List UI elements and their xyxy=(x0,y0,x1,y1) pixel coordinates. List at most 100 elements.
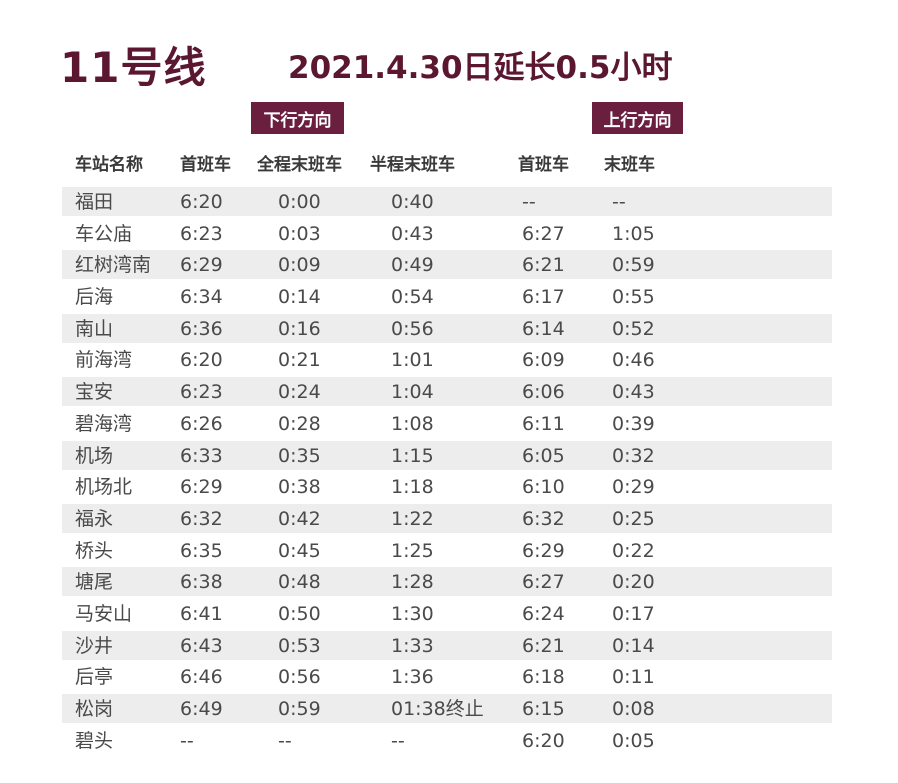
down-first-time: 6:23 xyxy=(180,381,223,404)
down-last-half-time: 1:36 xyxy=(391,666,434,689)
down-first-time: 6:29 xyxy=(180,476,223,499)
table-row: 碧海湾 6:26 0:28 1:08 6:11 0:39 xyxy=(0,408,898,440)
table-row: 松岗 6:49 0:59 01:38终止 6:15 0:08 xyxy=(0,693,898,725)
down-first-time: 6:46 xyxy=(180,666,223,689)
down-first-time: 6:32 xyxy=(180,507,223,530)
down-last-half-time: 0:54 xyxy=(391,286,434,309)
table-row: 前海湾 6:20 0:21 1:01 6:09 0:46 xyxy=(0,344,898,376)
down-first-time: 6:20 xyxy=(180,349,223,372)
station-name: 前海湾 xyxy=(75,349,133,372)
table-row: 沙井 6:43 0:53 1:33 6:21 0:14 xyxy=(0,630,898,662)
down-last-full-time: 0:09 xyxy=(278,254,321,277)
down-last-full-time: -- xyxy=(278,729,292,752)
up-last-time: 0:11 xyxy=(612,666,655,689)
station-name: 机场北 xyxy=(75,476,133,499)
up-first-time: 6:18 xyxy=(522,666,565,689)
down-last-full-time: 0:03 xyxy=(278,222,321,245)
down-last-full-time: 0:45 xyxy=(278,539,321,562)
table-row: 马安山 6:41 0:50 1:30 6:24 0:17 xyxy=(0,598,898,630)
down-last-full-time: 0:14 xyxy=(278,286,321,309)
table-row: 宝安 6:23 0:24 1:04 6:06 0:43 xyxy=(0,376,898,408)
down-last-half-time: 1:33 xyxy=(391,634,434,657)
up-last-time: 0:39 xyxy=(612,412,655,435)
up-first-time: 6:14 xyxy=(522,317,565,340)
up-last-time: 0:14 xyxy=(612,634,655,657)
station-name: 后亭 xyxy=(75,666,114,689)
direction-tag-down: 下行方向 xyxy=(251,102,344,134)
down-last-full-time: 0:59 xyxy=(278,698,321,720)
table-row: 福永 6:32 0:42 1:22 6:32 0:25 xyxy=(0,503,898,535)
header-up-first: 首班车 xyxy=(518,155,569,175)
station-name: 松岗 xyxy=(75,698,114,720)
table-row: 南山 6:36 0:16 0:56 6:14 0:52 xyxy=(0,313,898,345)
table-header: 车站名称 首班车 全程末班车 半程末班车 首班车 末班车 xyxy=(0,150,898,175)
station-name: 南山 xyxy=(75,317,114,340)
down-last-full-time: 0:35 xyxy=(278,444,321,467)
up-first-time: 6:32 xyxy=(522,507,565,530)
table-row: 碧头 -- -- -- 6:20 0:05 xyxy=(0,725,898,757)
down-last-full-time: 0:53 xyxy=(278,634,321,657)
down-last-half-time: 1:04 xyxy=(391,381,434,404)
down-last-full-time: 0:38 xyxy=(278,476,321,499)
station-name: 塘尾 xyxy=(75,571,114,594)
up-first-time: 6:15 xyxy=(522,698,565,720)
up-first-time: 6:11 xyxy=(522,412,565,435)
station-name: 碧头 xyxy=(75,729,114,752)
down-first-time: 6:20 xyxy=(180,191,223,213)
station-name: 碧海湾 xyxy=(75,412,133,435)
table-row: 红树湾南 6:29 0:09 0:49 6:21 0:59 xyxy=(0,249,898,281)
down-last-half-time: -- xyxy=(391,729,405,752)
down-first-time: -- xyxy=(180,729,194,752)
up-last-time: 0:43 xyxy=(612,381,655,404)
station-name: 福田 xyxy=(75,191,114,213)
up-last-time: 0:55 xyxy=(612,286,655,309)
table-row: 后亭 6:46 0:56 1:36 6:18 0:11 xyxy=(0,661,898,693)
down-first-time: 6:29 xyxy=(180,254,223,277)
down-first-time: 6:41 xyxy=(180,602,223,625)
down-last-half-time: 1:08 xyxy=(391,412,434,435)
down-last-full-time: 0:28 xyxy=(278,412,321,435)
up-first-time: 6:24 xyxy=(522,602,565,625)
down-first-time: 6:49 xyxy=(180,698,223,720)
up-first-time: 6:09 xyxy=(522,349,565,372)
station-name: 桥头 xyxy=(75,539,114,562)
up-last-time: 0:32 xyxy=(612,444,655,467)
up-last-time: 0:59 xyxy=(612,254,655,277)
down-last-half-time: 0:43 xyxy=(391,222,434,245)
station-name: 红树湾南 xyxy=(75,254,152,277)
down-last-half-time: 0:56 xyxy=(391,317,434,340)
table-row: 福田 6:20 0:00 0:40 -- -- xyxy=(0,186,898,218)
down-last-half-time: 1:25 xyxy=(391,539,434,562)
up-last-time: 0:29 xyxy=(612,476,655,499)
up-first-time: 6:21 xyxy=(522,634,565,657)
down-last-full-time: 0:42 xyxy=(278,507,321,530)
down-last-half-time: 0:40 xyxy=(391,191,434,213)
down-last-half-time: 1:30 xyxy=(391,602,434,625)
table-row: 后海 6:34 0:14 0:54 6:17 0:55 xyxy=(0,281,898,313)
down-last-full-time: 0:56 xyxy=(278,666,321,689)
up-first-time: 6:05 xyxy=(522,444,565,467)
up-last-time: 0:46 xyxy=(612,349,655,372)
up-last-time: 0:05 xyxy=(612,729,655,752)
station-name: 后海 xyxy=(75,286,114,309)
timetable: 福田 6:20 0:00 0:40 -- -- 车公庙 6:23 0:03 0:… xyxy=(0,186,898,756)
down-first-time: 6:43 xyxy=(180,634,223,657)
down-last-half-time: 01:38终止 xyxy=(391,698,484,720)
table-row: 塘尾 6:38 0:48 1:28 6:27 0:20 xyxy=(0,566,898,598)
down-last-full-time: 0:16 xyxy=(278,317,321,340)
down-last-full-time: 0:50 xyxy=(278,602,321,625)
page-title: 11号线 xyxy=(60,43,207,92)
direction-tag-up: 上行方向 xyxy=(592,102,683,134)
down-first-time: 6:23 xyxy=(180,222,223,245)
station-name: 车公庙 xyxy=(75,222,133,245)
up-first-time: 6:27 xyxy=(522,222,565,245)
up-last-time: 0:08 xyxy=(612,698,655,720)
extension-note: 2021.4.30日延长0.5小时 xyxy=(288,50,673,86)
down-last-half-time: 1:28 xyxy=(391,571,434,594)
down-first-time: 6:33 xyxy=(180,444,223,467)
table-row: 机场 6:33 0:35 1:15 6:05 0:32 xyxy=(0,440,898,472)
header-down-last-full: 全程末班车 xyxy=(257,155,342,175)
header-down-last-half: 半程末班车 xyxy=(370,155,455,175)
header-down-first: 首班车 xyxy=(180,155,231,175)
up-first-time: 6:06 xyxy=(522,381,565,404)
